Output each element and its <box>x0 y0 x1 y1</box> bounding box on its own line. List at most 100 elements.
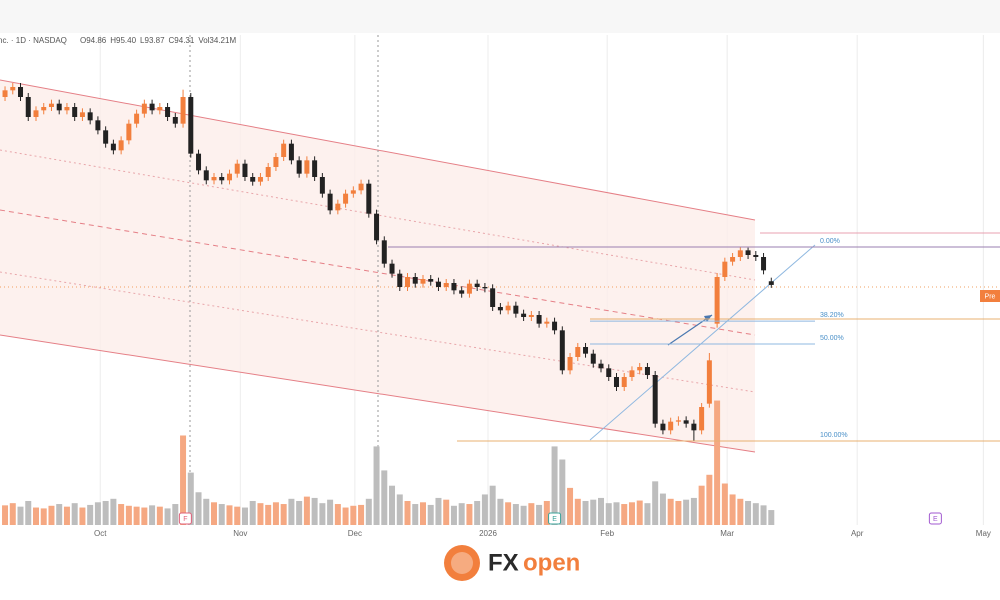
candle-body <box>288 143 294 161</box>
arrow <box>667 314 713 346</box>
volume-bar <box>211 502 218 525</box>
volume-bar <box>567 487 574 525</box>
candle-body <box>451 283 457 291</box>
volume-bar <box>404 500 411 525</box>
candle-body <box>691 423 697 431</box>
candle-body <box>103 130 109 144</box>
fib-label: 38.20% <box>820 312 844 319</box>
volume-bar <box>288 498 295 525</box>
volume-bar <box>234 506 241 525</box>
volume-bar <box>327 499 334 525</box>
logo-mark-inner <box>451 552 473 574</box>
volume-bar <box>419 502 426 525</box>
volume-bar <box>334 504 341 525</box>
volume-bar <box>303 496 310 525</box>
volume-bar <box>636 500 643 525</box>
volume-bar <box>272 502 279 525</box>
candle-body <box>48 103 54 107</box>
fib-label: 50.00% <box>820 335 844 342</box>
volume-bar <box>412 504 419 525</box>
volume-bar <box>63 506 70 525</box>
candle-body <box>41 107 47 111</box>
candle-body <box>149 103 155 111</box>
volume-bar <box>342 507 349 525</box>
fib-label: 0.00% <box>820 238 840 245</box>
x-tick-label: Oct <box>94 529 107 538</box>
candle-body <box>629 370 635 377</box>
candle-body <box>87 112 93 121</box>
candle-body <box>188 97 194 154</box>
candle-body <box>25 97 31 117</box>
volume-bar <box>458 503 465 525</box>
volume-bar <box>389 485 396 525</box>
candle-body <box>296 160 302 174</box>
event-marker <box>928 512 942 525</box>
pre-label: Pre <box>985 293 996 300</box>
volume-bar <box>358 504 365 525</box>
volume-bar <box>714 400 721 525</box>
candle-body <box>544 321 550 324</box>
volume-bar <box>721 483 728 525</box>
candle-body <box>366 183 372 214</box>
candle-body <box>211 177 217 181</box>
volume-bar <box>644 503 651 525</box>
candle-body <box>722 261 728 277</box>
candle-body <box>652 375 658 424</box>
candle-body <box>72 107 78 117</box>
candle-body <box>675 420 681 422</box>
candle-body <box>606 368 612 377</box>
volume-bar <box>450 505 457 525</box>
candle-body <box>598 363 604 369</box>
volume-bar <box>48 505 55 525</box>
event-label: F <box>183 516 187 523</box>
candle-body <box>358 183 364 191</box>
event-marker <box>178 512 192 525</box>
candle-body <box>397 273 403 287</box>
volume-bar <box>110 498 117 525</box>
volume-bar <box>156 506 163 525</box>
volume-bar <box>149 505 156 525</box>
candle-body <box>753 255 759 257</box>
candle-body <box>157 107 163 111</box>
volume-bar <box>559 459 566 525</box>
volume-bar <box>621 504 628 525</box>
candle-body <box>281 143 287 157</box>
candle-body <box>126 123 132 141</box>
volume-bar <box>667 498 674 525</box>
volume-bar <box>752 503 759 525</box>
volume-bar <box>118 504 125 525</box>
candle-body <box>660 423 666 431</box>
ohlc-value: C94.31 <box>169 36 195 45</box>
candle-body <box>412 277 418 284</box>
volume-bar <box>87 504 94 525</box>
candle-body <box>242 163 248 177</box>
volume-bar <box>203 498 210 525</box>
volume-bar <box>745 500 752 525</box>
volume-bar <box>598 497 605 525</box>
volume-bar <box>760 505 767 525</box>
ohlc-value: L93.87 <box>140 36 165 45</box>
candle-body <box>265 167 271 177</box>
volume-bar <box>249 500 256 525</box>
candle-body <box>552 321 558 331</box>
volume-bar <box>628 502 635 525</box>
candle-body <box>621 377 627 387</box>
candle-body <box>110 143 116 151</box>
volume-bar <box>768 510 775 525</box>
x-tick-label: Mar <box>720 529 734 538</box>
candle-body <box>528 315 534 317</box>
candle-body <box>165 107 171 117</box>
volume-bar <box>280 504 287 525</box>
volume-bar <box>543 500 550 525</box>
volume-bar <box>582 500 589 525</box>
candle-body <box>405 277 411 287</box>
candle-body <box>10 87 16 91</box>
candle-body <box>64 107 70 111</box>
candle-body <box>118 140 124 151</box>
volume-bar <box>729 494 736 525</box>
candle-body <box>706 360 712 404</box>
volume-bar <box>466 504 473 525</box>
fib-label: 100.00% <box>820 432 848 439</box>
volume-bar <box>9 503 16 525</box>
